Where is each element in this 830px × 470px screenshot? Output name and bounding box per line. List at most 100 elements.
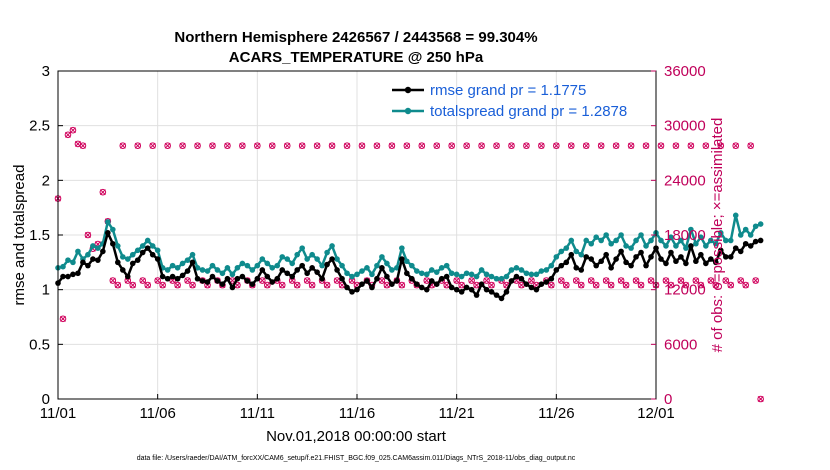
data-point-totalspread xyxy=(184,257,191,263)
data-point-rmse xyxy=(389,281,395,288)
data-point-rmse xyxy=(124,273,131,280)
data-point-rmse xyxy=(169,273,176,280)
obs-possible-point xyxy=(682,281,690,289)
data-point-rmse xyxy=(404,270,410,277)
data-point-totalspread xyxy=(70,259,76,266)
data-point-totalspread xyxy=(553,254,560,260)
data-point-rmse xyxy=(658,256,664,262)
data-point-totalspread xyxy=(239,260,246,267)
obs-possible-point xyxy=(303,277,311,284)
data-point-rmse xyxy=(493,292,500,298)
obs-assimilated-point xyxy=(294,282,301,289)
obs-assimilated-point xyxy=(628,142,635,149)
obs-possible-point xyxy=(114,281,122,289)
obs-possible-point xyxy=(59,315,67,323)
data-point-rmse xyxy=(319,275,325,282)
data-point-rmse xyxy=(85,262,91,269)
data-point-totalspread xyxy=(568,237,575,244)
obs-possible-point xyxy=(702,142,710,150)
data-point-totalspread xyxy=(658,237,664,244)
obs-possible-point xyxy=(373,142,381,150)
obs-assimilated-point xyxy=(144,282,151,289)
obs-possible-point xyxy=(488,281,495,289)
obs-assimilated-point xyxy=(463,142,470,149)
obs-assimilated-point xyxy=(443,282,450,289)
data-point-totalspread xyxy=(633,237,639,244)
data-point-totalspread xyxy=(717,230,724,236)
obs-possible-point xyxy=(139,277,147,284)
obs-possible-point xyxy=(159,281,166,289)
data-point-rmse xyxy=(134,257,141,263)
data-point-totalspread xyxy=(279,254,286,260)
obs-assimilated-point xyxy=(314,142,321,149)
obs-possible-point xyxy=(587,277,595,284)
obs-possible-point xyxy=(293,281,301,289)
obs-possible-point xyxy=(259,277,266,284)
data-point-rmse xyxy=(299,262,305,269)
obs-assimilated-point xyxy=(69,127,76,134)
obs-possible-point xyxy=(254,142,261,150)
obs-assimilated-point xyxy=(114,282,121,289)
obs-possible-point xyxy=(592,281,600,289)
data-point-rmse xyxy=(688,243,694,249)
data-point-totalspread xyxy=(219,270,226,277)
data-point-rmse xyxy=(563,259,570,266)
data-point-totalspread xyxy=(423,271,430,278)
obs-possible-point xyxy=(333,277,341,284)
obs-possible-point xyxy=(672,142,680,150)
obs-possible-point xyxy=(647,277,655,284)
obs-possible-point xyxy=(657,142,665,150)
data-point-rmse xyxy=(364,278,370,284)
obs-assimilated-point xyxy=(548,282,555,289)
obs-possible-point xyxy=(737,277,745,284)
data-point-totalspread xyxy=(154,247,161,254)
data-point-rmse xyxy=(184,268,191,274)
data-point-totalspread xyxy=(189,251,196,258)
data-point-totalspread xyxy=(119,254,126,260)
x-tick-label: 11/26 xyxy=(538,405,574,422)
obs-assimilated-point xyxy=(94,241,101,248)
data-point-rmse xyxy=(618,248,624,255)
data-point-rmse xyxy=(473,292,480,298)
obs-assimilated-point xyxy=(578,282,585,289)
obs-possible-point xyxy=(572,277,580,284)
data-point-totalspread xyxy=(214,267,221,273)
data-point-rmse xyxy=(80,259,86,266)
obs-assimilated-point xyxy=(129,282,136,289)
data-point-totalspread xyxy=(578,251,585,258)
obs-assimilated-point xyxy=(154,277,161,284)
data-point-rmse xyxy=(468,286,475,293)
obs-assimilated-point xyxy=(159,282,166,289)
data-point-totalspread xyxy=(618,232,624,238)
data-point-totalspread xyxy=(757,221,764,227)
data-point-totalspread xyxy=(259,256,266,262)
obs-assimilated-point xyxy=(269,142,276,149)
data-point-totalspread xyxy=(727,237,734,244)
data-point-rmse xyxy=(683,260,689,267)
data-point-totalspread xyxy=(134,247,141,254)
data-point-totalspread xyxy=(379,254,385,260)
obs-possible-point xyxy=(224,142,231,150)
obs-possible-point xyxy=(179,142,186,150)
data-point-totalspread xyxy=(713,240,719,247)
data-point-rmse xyxy=(737,248,744,255)
obs-assimilated-point xyxy=(99,189,106,196)
obs-possible-point xyxy=(69,126,77,134)
data-point-rmse xyxy=(309,265,315,271)
obs-possible-point xyxy=(264,281,271,289)
data-point-rmse xyxy=(503,289,510,295)
obs-assimilated-point xyxy=(643,142,649,149)
obs-possible-point xyxy=(563,281,570,289)
data-point-rmse xyxy=(339,275,345,282)
data-point-totalspread xyxy=(65,257,71,263)
data-point-totalspread xyxy=(199,267,206,273)
obs-possible-point xyxy=(463,142,470,150)
obs-possible-point xyxy=(717,142,725,150)
data-point-totalspread xyxy=(289,260,296,267)
data-point-rmse xyxy=(548,275,555,282)
obs-assimilated-point xyxy=(134,142,141,149)
data-point-totalspread xyxy=(498,275,505,282)
data-point-rmse xyxy=(628,262,634,269)
y-tick-label: 1.5 xyxy=(29,227,50,244)
